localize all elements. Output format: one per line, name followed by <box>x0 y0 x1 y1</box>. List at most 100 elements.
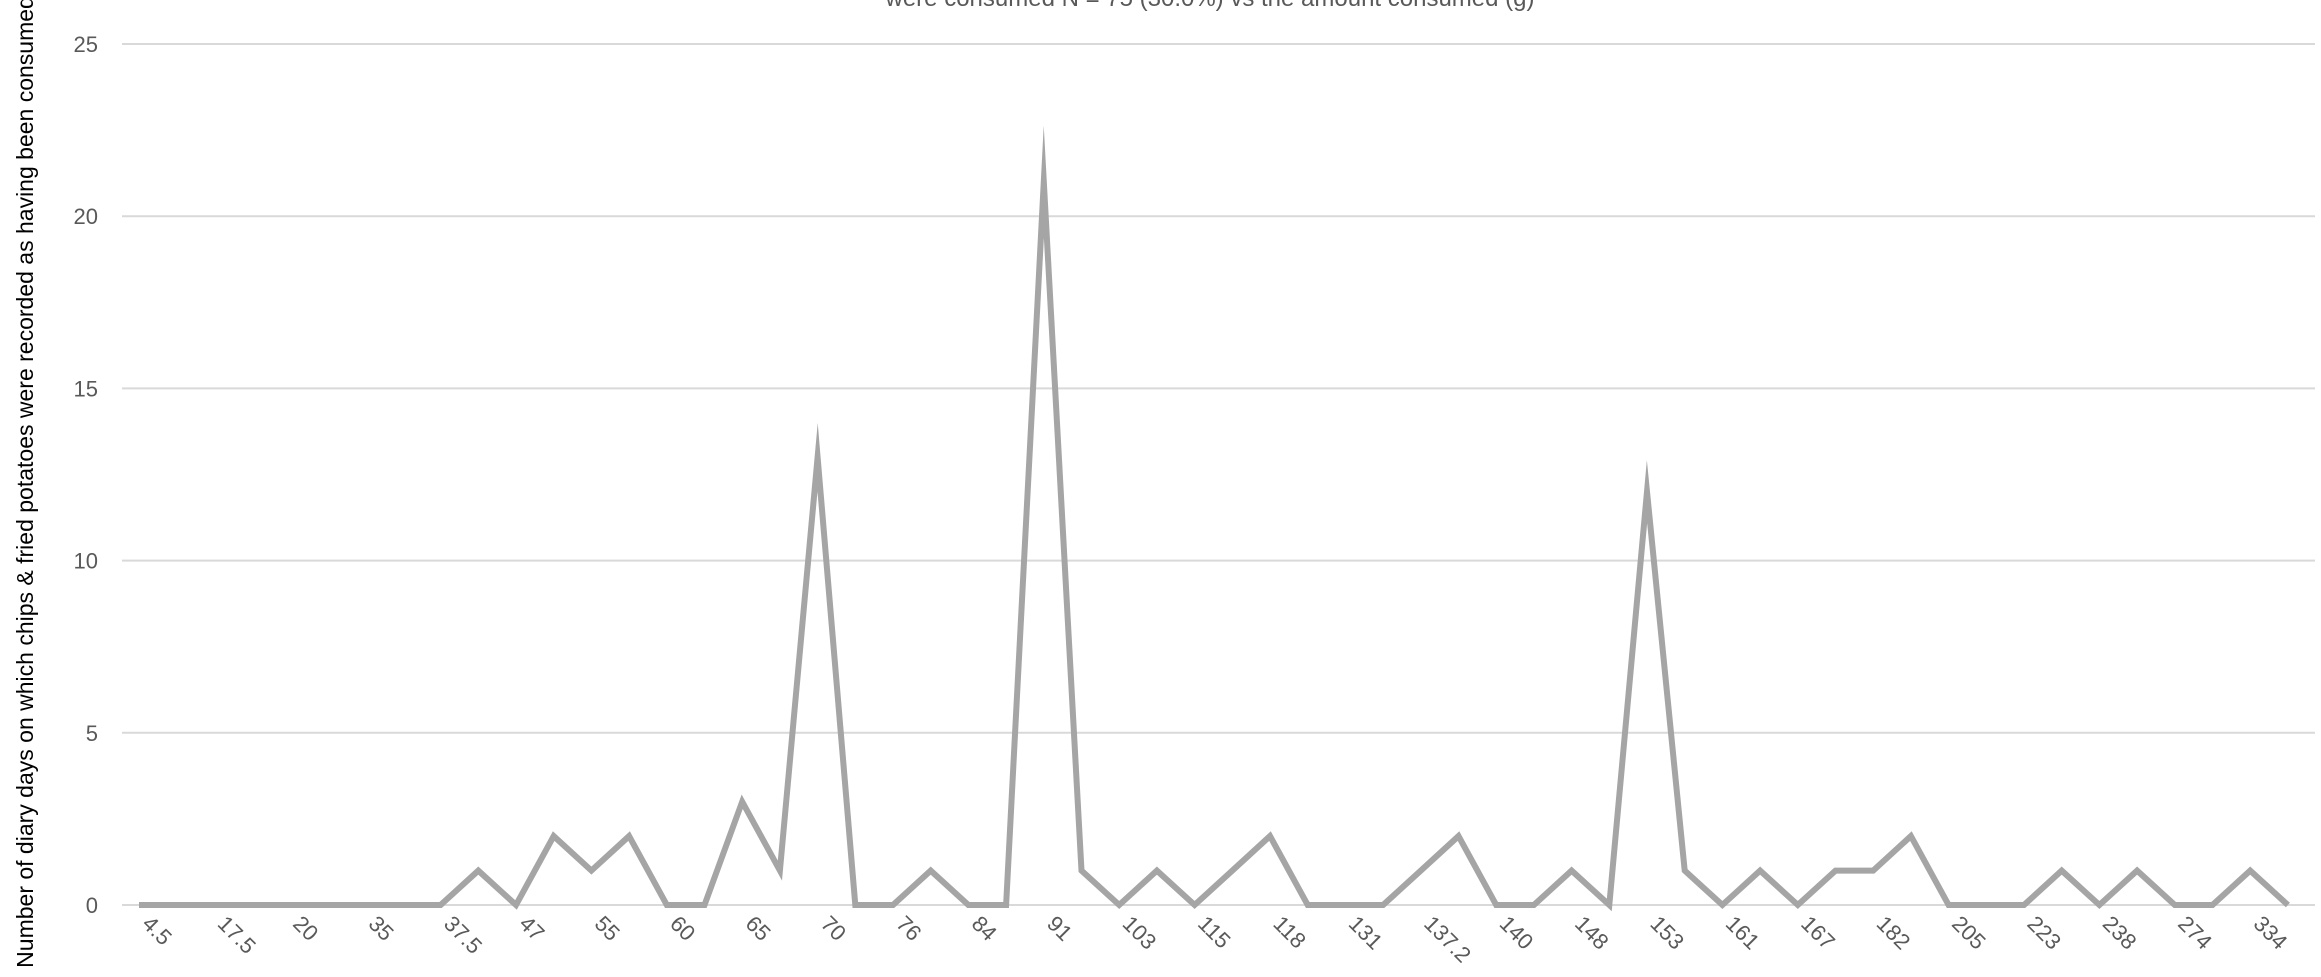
x-tick-label: 274 <box>2173 911 2217 955</box>
x-tick-label: 137.2 <box>1419 911 1476 968</box>
data-point <box>2021 902 2027 908</box>
data-point <box>852 902 858 908</box>
data-point <box>1644 489 1650 495</box>
data-point <box>1267 833 1273 839</box>
y-tick-label: 25 <box>74 32 98 57</box>
data-point <box>513 902 519 908</box>
data-point <box>1229 868 1235 874</box>
x-tick-label: 131 <box>1344 911 1388 955</box>
x-tick-label: 35 <box>364 911 399 946</box>
data-point <box>815 454 821 460</box>
data-point <box>777 868 783 874</box>
data-point <box>1833 868 1839 874</box>
data-point <box>664 902 670 908</box>
data-point <box>1531 902 1537 908</box>
data-point <box>1418 868 1424 874</box>
data-point <box>1795 902 1801 908</box>
x-tick-label: 4.5 <box>137 911 176 950</box>
data-point <box>174 902 180 908</box>
data-point <box>1569 868 1575 874</box>
data-point <box>1719 902 1725 908</box>
gridlines <box>122 43 2315 906</box>
x-tick-label: 76 <box>891 911 926 946</box>
x-tick-label: 334 <box>2249 911 2293 955</box>
x-tick-label: 65 <box>741 911 776 946</box>
data-point <box>1305 902 1311 908</box>
data-point <box>551 833 557 839</box>
data-point <box>362 902 368 908</box>
data-point <box>1983 902 1989 908</box>
chart-title: were consumed N = 75 (30.0%) vs the amou… <box>885 0 1535 12</box>
x-tick-label: 37.5 <box>439 911 487 959</box>
y-axis-ticks: 0 5 10 15 20 25 <box>74 32 98 918</box>
x-tick-label: 205 <box>1947 911 1991 955</box>
data-point <box>2172 902 2178 908</box>
x-tick-label: 182 <box>1872 911 1916 955</box>
x-tick-label: 91 <box>1042 911 1077 946</box>
data-point <box>287 902 293 908</box>
data-point <box>249 902 255 908</box>
data-point <box>2285 902 2291 908</box>
data-point <box>1606 902 1612 908</box>
x-tick-label: 47 <box>514 911 549 946</box>
data-point <box>475 868 481 874</box>
data-point <box>325 902 331 908</box>
x-tick-label: 148 <box>1570 911 1614 955</box>
data-point <box>1493 902 1499 908</box>
data-point <box>2247 868 2253 874</box>
y-axis-title: Number of diary days on which chips & fr… <box>12 0 38 968</box>
x-tick-label: 153 <box>1645 911 1689 955</box>
x-tick-label: 84 <box>967 911 1002 946</box>
data-point <box>1192 902 1198 908</box>
data-point <box>1342 902 1348 908</box>
x-tick-label: 238 <box>2098 911 2142 955</box>
x-tick-label: 17.5 <box>213 911 261 959</box>
data-point <box>1079 868 1085 874</box>
y-tick-label: 15 <box>74 376 98 401</box>
x-tick-label: 118 <box>1268 911 1310 953</box>
x-axis-ticks: 4.5 17.5 20 35 37.5 47 55 60 65 70 76 84 91 103 115 118… <box>137 911 2292 968</box>
data-point <box>702 902 708 908</box>
data-point <box>890 902 896 908</box>
data-point <box>965 902 971 908</box>
data-point <box>588 868 594 874</box>
data-point <box>626 833 632 839</box>
x-tick-label: 70 <box>816 911 851 946</box>
data-point <box>211 902 217 908</box>
data-point <box>2134 868 2140 874</box>
data-point <box>1908 833 1914 839</box>
data-point <box>2210 902 2216 908</box>
data-point <box>438 902 444 908</box>
data-point <box>1154 868 1160 874</box>
series-layer <box>136 125 2291 912</box>
data-point <box>1116 902 1122 908</box>
series-line <box>139 125 2290 912</box>
data-point <box>1003 902 1009 908</box>
x-tick-label: 161 <box>1721 911 1765 955</box>
x-tick-label: 140 <box>1495 911 1539 955</box>
x-tick-label: 55 <box>590 911 625 946</box>
data-point <box>1757 868 1763 874</box>
data-point <box>928 868 934 874</box>
data-point <box>136 902 142 908</box>
x-tick-label: 60 <box>665 911 700 946</box>
y-tick-label: 0 <box>86 893 98 918</box>
data-point <box>1946 902 1952 908</box>
x-tick-label: 103 <box>1118 911 1162 955</box>
x-tick-label: 167 <box>1796 911 1840 955</box>
data-point <box>400 902 406 908</box>
y-tick-label: 10 <box>74 549 98 574</box>
data-point <box>739 799 745 805</box>
y-tick-label: 20 <box>74 204 98 229</box>
data-point <box>1380 902 1386 908</box>
data-point <box>1456 833 1462 839</box>
data-point <box>1041 179 1047 185</box>
data-point <box>1870 868 1876 874</box>
data-point <box>2059 868 2065 874</box>
data-point <box>2096 902 2102 908</box>
x-tick-label: 20 <box>288 911 323 946</box>
y-tick-label: 5 <box>86 721 98 746</box>
data-point <box>1682 868 1688 874</box>
x-tick-label: 223 <box>2022 911 2066 955</box>
